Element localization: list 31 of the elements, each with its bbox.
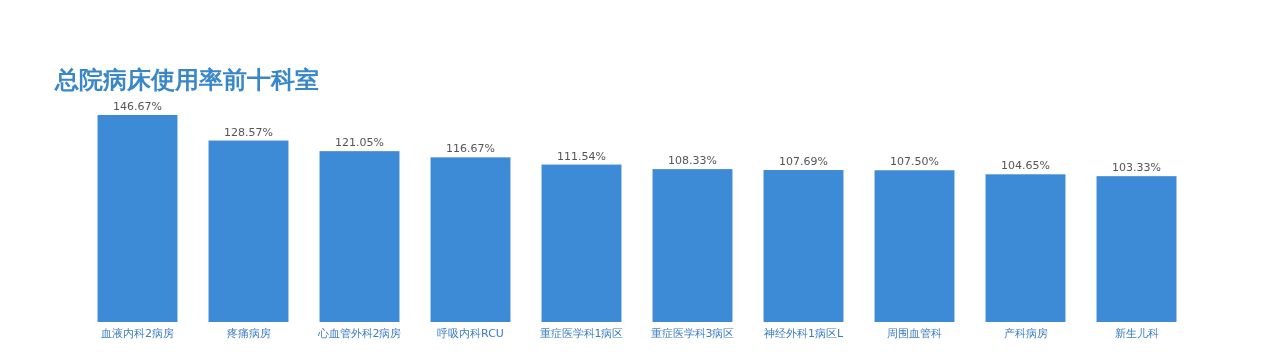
data-label: 111.54% <box>557 149 606 163</box>
data-label: 121.05% <box>335 136 384 150</box>
x-tick-label: 新生儿科 <box>1114 327 1159 340</box>
bar <box>1096 176 1177 322</box>
chart-title: 总院病床使用率前十科室 <box>54 66 319 94</box>
x-tick-label: 产科病房 <box>1003 327 1048 340</box>
x-tick-label: 血液内科2病房 <box>101 327 174 340</box>
x-tick-label: 神经外科1病区L <box>763 327 844 340</box>
data-label: 108.33% <box>668 154 717 168</box>
x-tick-label: 周围血管科 <box>887 327 942 340</box>
x-tick-label: 呼吸内科RCU <box>437 327 504 340</box>
bar <box>541 164 622 322</box>
bar <box>97 115 178 322</box>
data-label: 116.67% <box>446 142 495 156</box>
bar <box>985 174 1066 322</box>
data-label: 103.33% <box>1112 161 1161 175</box>
bar <box>430 157 511 322</box>
data-label: 104.65% <box>1001 159 1050 173</box>
bar <box>652 169 733 322</box>
bar <box>319 151 400 322</box>
bar <box>208 140 289 322</box>
bar <box>874 170 955 322</box>
data-label: 107.50% <box>890 155 939 169</box>
x-tick-label: 重症医学科3病区 <box>650 327 735 340</box>
data-label: 107.69% <box>779 155 828 169</box>
x-tick-label: 重症医学科1病区 <box>539 327 624 340</box>
x-tick-label: 疼痛病房 <box>226 327 271 340</box>
x-tick-label: 心血管外科2病房 <box>316 327 402 340</box>
data-label: 146.67% <box>113 100 162 113</box>
data-label: 128.57% <box>224 125 273 139</box>
bar <box>763 170 844 322</box>
